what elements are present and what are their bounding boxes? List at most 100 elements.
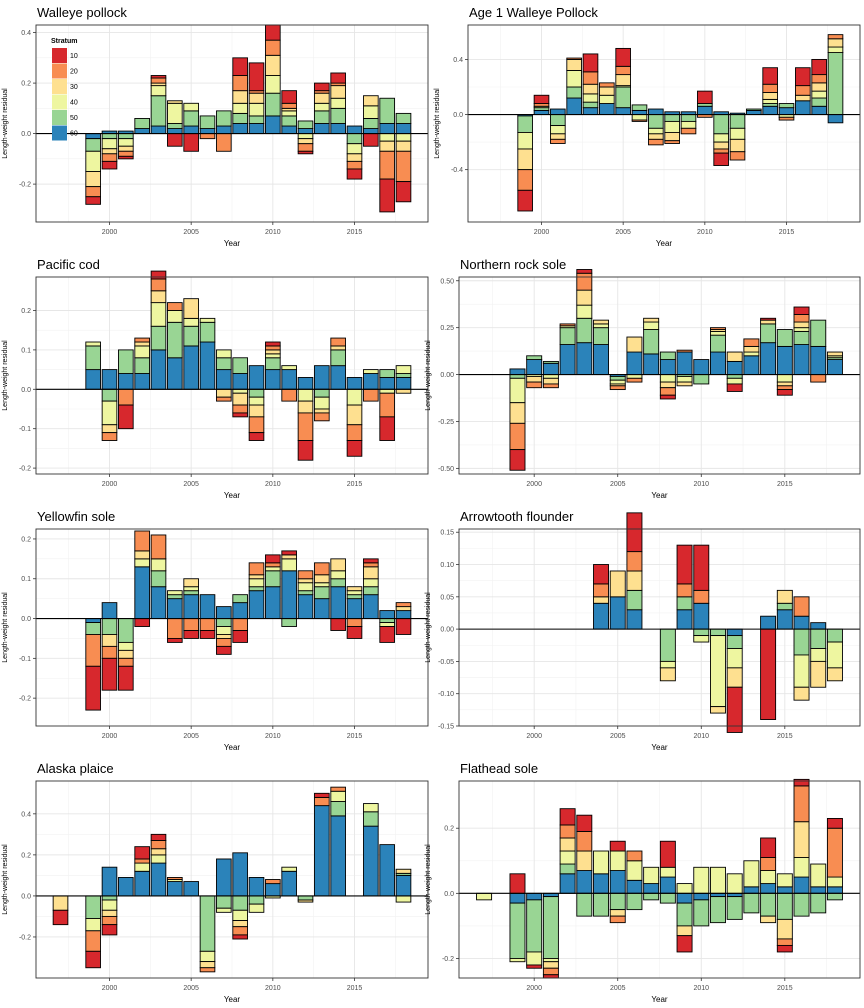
bar-segment [85,618,101,623]
bar-segment [643,321,660,330]
bar-segment [118,155,134,160]
bar-segment [827,34,844,40]
bar-segment [693,589,710,604]
bar-segment [542,896,559,959]
bar-segment [265,369,281,390]
bar-segment [566,58,582,71]
y-tick-label: 0.10 [440,562,454,569]
bar-segment [167,590,183,596]
bar-segment [281,570,297,619]
bar-segment [559,344,576,376]
bar-segment [363,566,379,580]
bar-segment [183,630,199,639]
bar-segment [314,408,330,414]
bar-segment [395,181,412,203]
bar-segment [793,306,810,315]
bar-segment [576,892,593,917]
bar-segment [346,618,363,627]
bar-segment [693,628,710,637]
bar-segment [363,811,379,827]
bar-segment [615,47,631,67]
bar-segment [526,381,543,389]
bar-segment [395,610,412,619]
bar-segment [395,895,412,903]
bar-segment [710,896,726,924]
x-tick-label: 2015 [779,229,795,236]
bar-segment [265,92,281,117]
bar-segment [795,100,811,115]
bar-segment [542,362,559,376]
bar-segment [559,850,576,865]
bar-segment [167,102,183,124]
bar-segment [314,396,330,410]
bar-segment [676,544,693,585]
bar-segment [599,82,615,88]
bar-segment [743,886,760,894]
bar-segment [631,109,648,115]
bar-segment [281,90,297,104]
bar-segment [330,123,346,135]
bar-segment [626,879,643,894]
bar-segment [297,143,314,152]
bar-segment [150,534,167,560]
bar-segment [526,964,543,969]
bar-segment [693,544,710,591]
y-tick-label: 0.0 [453,112,463,119]
bar-segment [509,377,526,404]
bar-segment [676,381,693,387]
bar-segment [648,127,664,135]
bar-segment [576,831,593,852]
bar-segment [297,133,314,140]
bar-segment [609,596,626,630]
bar-segment [509,374,526,379]
bar-segment [248,123,265,135]
y-tick-label: -0.4 [451,167,463,174]
bar-segment [363,373,379,390]
bar-segment [232,934,248,940]
bar-segment [626,609,643,630]
bar-segment [550,114,566,127]
bar-segment [659,660,676,669]
bar-segment [726,383,743,392]
panel-title: Arrowtooth flounder [460,509,574,524]
bar-segment [710,334,726,353]
bar-segment [659,351,676,361]
bar-segment [793,330,810,345]
bar-segment [101,657,118,691]
bar-segment [232,373,248,390]
bar-segment [643,329,660,355]
x-tick-label: 2000 [102,985,118,992]
bar-segment [232,57,248,76]
bar-segment [232,630,248,643]
bar-segment [643,883,660,894]
bar-segment [346,594,363,600]
x-tick-label: 2015 [777,985,793,992]
bar-segment [379,610,395,619]
bar-segment [216,369,232,390]
x-tick-label: 2000 [102,733,118,740]
bar-segment [582,71,599,85]
bar-segment [134,618,150,627]
bar-segment [101,899,118,911]
bar-segment [526,899,543,953]
bar-segment [762,67,778,85]
bar-segment [183,125,199,135]
bar-segment [216,626,232,635]
y-axis-title: Length-weight residual [425,340,432,411]
bar-segment [659,374,676,383]
bar-segment [593,850,609,875]
bar-segment [265,345,281,351]
bar-segment [680,120,697,129]
bar-segment [248,562,265,576]
bar-segment [52,909,69,926]
bar-segment [776,589,793,604]
bar-segment [167,321,183,359]
bar-segment [199,128,216,135]
bar-segment [118,876,134,897]
bar-segment [576,269,593,274]
bar-segment [232,123,248,135]
bar-segment [743,355,760,376]
bar-segment [314,574,330,584]
x-tick-label: 2005 [610,985,626,992]
bar-segment [593,596,609,604]
